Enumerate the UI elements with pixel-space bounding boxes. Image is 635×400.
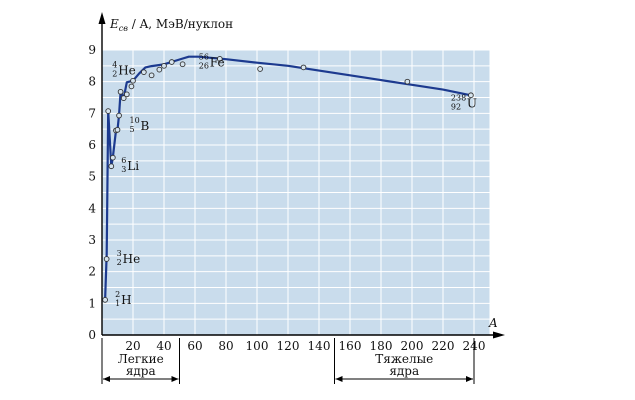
data-point [102,297,108,303]
data-point [128,83,135,90]
data-point [156,66,163,73]
isotope-mass-number: 6 [121,156,126,165]
data-point [109,154,116,161]
x-tick-label: 100 [246,339,269,353]
isotope-mass-number: 10 [130,116,140,125]
data-point [117,88,124,95]
data-point [123,91,130,98]
x-tick-label: 120 [277,339,300,353]
isotope-atomic-number: 3 [121,165,126,174]
data-point [130,77,136,84]
y-tick-label: 5 [88,170,96,184]
region-label-line2: ядра [126,364,156,378]
data-point [120,95,127,101]
isotope-atomic-number: 26 [199,62,209,71]
x-tick-label: 180 [370,339,393,353]
y-tick-label: 6 [88,138,96,152]
isotope-symbol: H [121,293,131,307]
isotope-symbol: Fe [210,56,225,70]
x-tick-label: 60 [187,339,202,353]
series-line [104,55,472,300]
data-point [105,108,112,114]
data-point [257,66,263,72]
isotope-mass-number: 238 [451,93,466,102]
x-tick-label: 140 [308,339,331,353]
region-label-line1: Легкие [118,352,164,366]
x-tick-label: 20 [125,339,140,353]
isotope-symbol: B [141,119,150,133]
data-point [468,92,474,99]
axes [98,12,505,339]
x-tick-label: 160 [339,339,362,353]
isotope-label-he: 32 He [117,249,141,267]
isotope-label-b: 105 B [130,116,150,134]
x-tick-label: 220 [432,339,455,353]
isotope-atomic-number: 1 [115,299,120,308]
isotope-mass-number: 3 [117,249,122,258]
data-point [116,112,122,119]
y-tick-label: 4 [88,201,96,215]
y-tick-label: 3 [88,233,96,247]
isotope-label-h: 21 H [115,290,131,308]
x-tick-label: 80 [218,339,233,353]
y-tick-label: 2 [88,265,96,279]
y-axis-title: Eсв / A, МэВ/нуклон [109,17,233,33]
isotope-symbol: He [118,64,136,78]
isotope-label-he: 42 He [112,61,136,79]
x-axis-title: A [488,316,498,330]
data-point [216,56,223,62]
data-point [161,62,167,69]
data-point [168,59,175,65]
data-point [108,163,115,170]
isotope-mass-number: 2 [115,290,120,299]
x-axis-arrow [493,331,505,339]
isotope-atomic-number: 2 [112,70,117,79]
region-arrow-right [466,376,473,382]
y-tick-label: 0 [88,328,96,342]
y-tick-label: 7 [88,106,96,120]
region-arrow-left [103,376,110,382]
series-group [104,55,472,300]
isotope-symbol: U [467,96,477,110]
data-point [141,69,147,76]
isotope-atomic-number: 5 [130,125,135,134]
data-point [179,61,186,68]
points-group [102,56,474,303]
x-tick-label: 200 [401,339,424,353]
region-arrow-right [171,376,179,382]
isotope-mass-number: 4 [112,61,117,70]
data-point [148,72,155,79]
data-point [114,126,121,133]
region-label-line1: Тяжелые [375,352,433,366]
isotope-symbol: He [123,252,141,266]
region-label-line2: ядра [389,364,419,378]
isotope-symbol: Li [127,159,139,173]
y-tick-label: 9 [88,43,96,57]
data-point [103,256,110,262]
isotope-label-li: 63 Li [121,156,139,174]
y-tick-label: 1 [88,296,96,310]
data-point [404,78,411,85]
isotope-atomic-number: 2 [117,258,122,267]
isotope-atomic-number: 92 [451,102,461,111]
y-axis-arrow [98,12,106,24]
region-arrow-left [335,376,343,382]
data-point [300,64,307,71]
y-tick-label: 8 [88,75,96,89]
isotope-mass-number: 56 [199,53,209,62]
x-tick-label: 40 [156,339,171,353]
